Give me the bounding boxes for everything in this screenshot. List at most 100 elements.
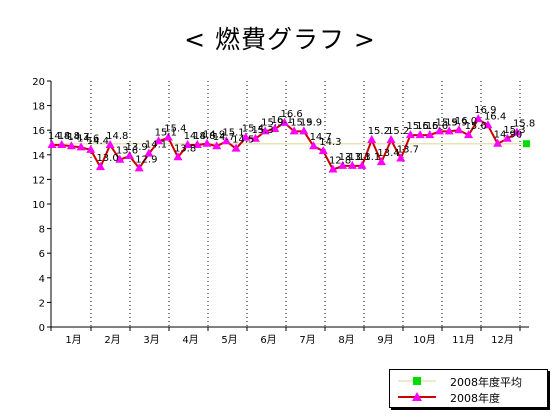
data-label: 15.8	[513, 119, 535, 130]
x-tick-label: 4月	[182, 334, 198, 346]
data-point	[125, 151, 134, 160]
legend-item-2008: 2008年度	[390, 389, 547, 405]
data-label: 15.4	[242, 124, 264, 135]
data-point	[134, 163, 144, 172]
data-label: 13.0	[96, 153, 118, 164]
chart-title: < 燃費グラフ >	[184, 25, 376, 54]
data-label: 15.6	[426, 121, 448, 132]
data-point	[221, 136, 231, 145]
data-label: 14.6	[77, 133, 99, 144]
data-point	[376, 157, 386, 166]
data-point	[66, 141, 76, 150]
y-tick-label: 14	[32, 151, 45, 162]
data-point	[405, 130, 415, 139]
data-point	[338, 160, 348, 169]
legend-label-average: 2008年度平均	[450, 376, 522, 389]
y-tick-label: 2	[39, 298, 45, 309]
data-label: 14.8	[48, 131, 70, 142]
data-point	[386, 135, 396, 144]
y-tick-label: 20	[32, 77, 45, 88]
data-label: 15.9	[261, 117, 283, 128]
data-point	[502, 133, 512, 142]
data-label: 14.8	[193, 131, 215, 142]
data-label: 15.9	[436, 117, 458, 128]
data-label: 14.5	[232, 135, 254, 146]
y-tick-label: 18	[32, 102, 45, 113]
data-point	[105, 139, 115, 148]
average-series	[51, 140, 530, 148]
data-label: 15.6	[465, 121, 487, 132]
data-point	[357, 160, 367, 169]
data-point	[95, 162, 105, 171]
data-point	[212, 141, 222, 150]
legend-label-2008: 2008年度	[450, 392, 500, 405]
data-label: 15.1	[222, 127, 244, 138]
x-tick-label: 5月	[221, 334, 237, 346]
data-point	[154, 136, 164, 145]
data-label: 13.4	[377, 148, 399, 159]
x-tick-label: 3月	[143, 334, 159, 346]
data-point	[415, 130, 425, 139]
data-point	[202, 138, 212, 147]
data-point	[299, 126, 309, 135]
axes: 0 2 4 6 8 10 12 14 16 18 20 1月 2月 3月 4月 5月 6月 7月 8月 9月 10月 11…	[32, 77, 529, 346]
data-point	[192, 139, 202, 148]
average-point	[523, 140, 530, 148]
data-label: 14.90	[494, 130, 523, 141]
data-label: 16.0	[455, 116, 477, 127]
data-point	[425, 130, 435, 139]
legend-swatch-average	[398, 377, 436, 385]
y-tick-label: 0	[39, 323, 45, 334]
x-tick-label: 8月	[338, 334, 354, 346]
data-label: 15.1	[155, 127, 177, 138]
data-label: 15.6	[416, 121, 438, 132]
data-point	[183, 139, 193, 148]
data-labels: 14.814.814.714.614.413.014.813.613.912.9…	[48, 105, 535, 166]
data-point	[231, 143, 241, 152]
data-label: 15.9	[445, 117, 467, 128]
data-point	[270, 123, 280, 132]
data-point	[47, 139, 57, 148]
data-label: 15.3	[503, 125, 525, 136]
x-tick-label: 12月	[491, 334, 514, 346]
data-point	[163, 132, 173, 141]
data-label: 15.9	[300, 117, 322, 128]
data-label: 13.7	[397, 144, 419, 155]
data-label: 16.4	[484, 111, 506, 122]
data-point	[86, 144, 96, 153]
data-label: 13.6	[116, 146, 138, 157]
y-tick-label: 4	[39, 274, 45, 285]
x-tick-label: 11月	[452, 334, 475, 346]
x-tick-label: 2月	[104, 334, 120, 346]
data-label: 15.9	[290, 117, 312, 128]
data-label: 13.1	[339, 152, 361, 163]
legend-item-average: 2008年度平均	[390, 373, 547, 389]
data-point	[289, 126, 299, 135]
data-label: 14.9	[203, 130, 225, 141]
data-point	[444, 126, 454, 135]
data-point	[280, 117, 289, 126]
data-label: 15.3	[251, 125, 273, 136]
data-point	[260, 126, 270, 135]
data-point	[483, 120, 493, 129]
data-label: 12.9	[135, 154, 157, 165]
data-label: 15.4	[164, 124, 186, 135]
data-label: 14.3	[319, 137, 341, 148]
x-tick-label: 6月	[260, 334, 276, 346]
data-label: 14.1	[145, 140, 167, 151]
data-point	[473, 114, 483, 123]
data-label: 14.7	[67, 132, 89, 143]
data-point	[367, 135, 377, 144]
data-point	[347, 160, 357, 169]
data-point	[309, 141, 319, 150]
legend-swatch-2008	[398, 392, 436, 401]
data-point	[144, 148, 154, 157]
data-label: 14.8	[184, 131, 206, 142]
data-label: 16.1	[271, 115, 293, 126]
x-tick-label: 9月	[377, 334, 393, 346]
y-tick-label: 6	[39, 249, 45, 260]
x-tick-label: 1月	[65, 334, 81, 346]
data-label: 13.1	[348, 152, 370, 163]
data-label: 15.6	[406, 121, 428, 132]
